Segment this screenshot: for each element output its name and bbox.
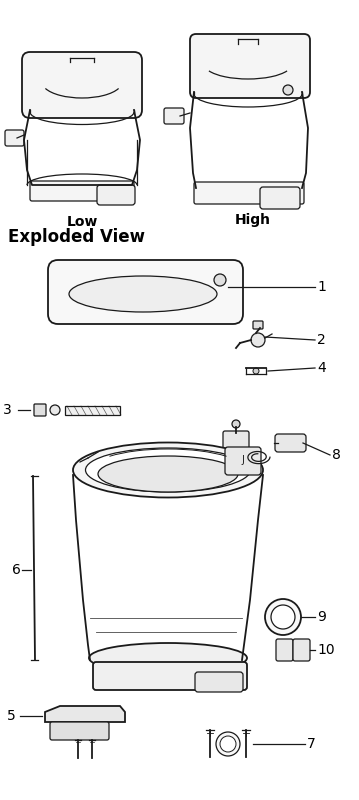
- FancyBboxPatch shape: [164, 108, 184, 124]
- FancyBboxPatch shape: [293, 639, 310, 661]
- Circle shape: [253, 368, 259, 374]
- Circle shape: [232, 420, 240, 428]
- Text: High: High: [235, 213, 271, 227]
- Text: 5: 5: [7, 709, 16, 723]
- FancyBboxPatch shape: [30, 181, 134, 201]
- Text: 10: 10: [317, 643, 335, 657]
- FancyBboxPatch shape: [93, 662, 247, 690]
- FancyBboxPatch shape: [276, 639, 293, 661]
- FancyBboxPatch shape: [48, 260, 243, 324]
- Ellipse shape: [89, 643, 247, 673]
- Text: J: J: [242, 455, 244, 465]
- Text: 3: 3: [3, 403, 12, 417]
- Ellipse shape: [85, 448, 251, 492]
- Ellipse shape: [98, 456, 238, 492]
- Circle shape: [283, 85, 293, 95]
- FancyBboxPatch shape: [97, 185, 135, 205]
- FancyBboxPatch shape: [34, 404, 46, 416]
- Text: 4: 4: [317, 361, 326, 375]
- Ellipse shape: [69, 276, 217, 312]
- FancyBboxPatch shape: [5, 130, 24, 146]
- FancyBboxPatch shape: [195, 672, 243, 692]
- Ellipse shape: [73, 442, 263, 498]
- Text: Exploded View: Exploded View: [8, 228, 145, 246]
- FancyBboxPatch shape: [260, 187, 300, 209]
- Text: Low: Low: [66, 215, 98, 229]
- FancyBboxPatch shape: [253, 321, 263, 329]
- Text: 8: 8: [332, 448, 341, 462]
- FancyBboxPatch shape: [223, 431, 249, 451]
- Circle shape: [50, 405, 60, 415]
- Circle shape: [265, 599, 301, 635]
- FancyBboxPatch shape: [22, 52, 142, 118]
- FancyBboxPatch shape: [194, 182, 304, 204]
- Circle shape: [271, 605, 295, 629]
- FancyBboxPatch shape: [190, 34, 310, 98]
- Circle shape: [251, 333, 265, 347]
- Text: 6: 6: [12, 563, 21, 577]
- Text: 9: 9: [317, 610, 326, 624]
- Circle shape: [220, 736, 236, 752]
- Text: 1: 1: [317, 280, 326, 294]
- FancyBboxPatch shape: [275, 434, 306, 452]
- Circle shape: [216, 732, 240, 756]
- Polygon shape: [45, 706, 125, 722]
- Circle shape: [214, 274, 226, 286]
- FancyBboxPatch shape: [225, 447, 261, 475]
- Text: 7: 7: [307, 737, 316, 751]
- Text: 2: 2: [317, 333, 326, 347]
- Bar: [65, 406, 120, 415]
- FancyBboxPatch shape: [50, 722, 109, 740]
